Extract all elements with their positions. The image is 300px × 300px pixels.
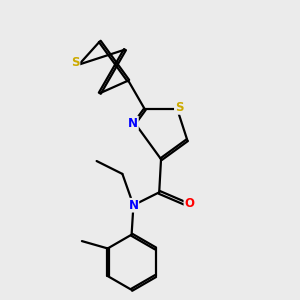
Text: S: S bbox=[175, 101, 183, 114]
Text: O: O bbox=[184, 197, 194, 210]
Text: N: N bbox=[128, 199, 138, 212]
Text: N: N bbox=[128, 117, 138, 130]
Text: S: S bbox=[71, 56, 80, 69]
